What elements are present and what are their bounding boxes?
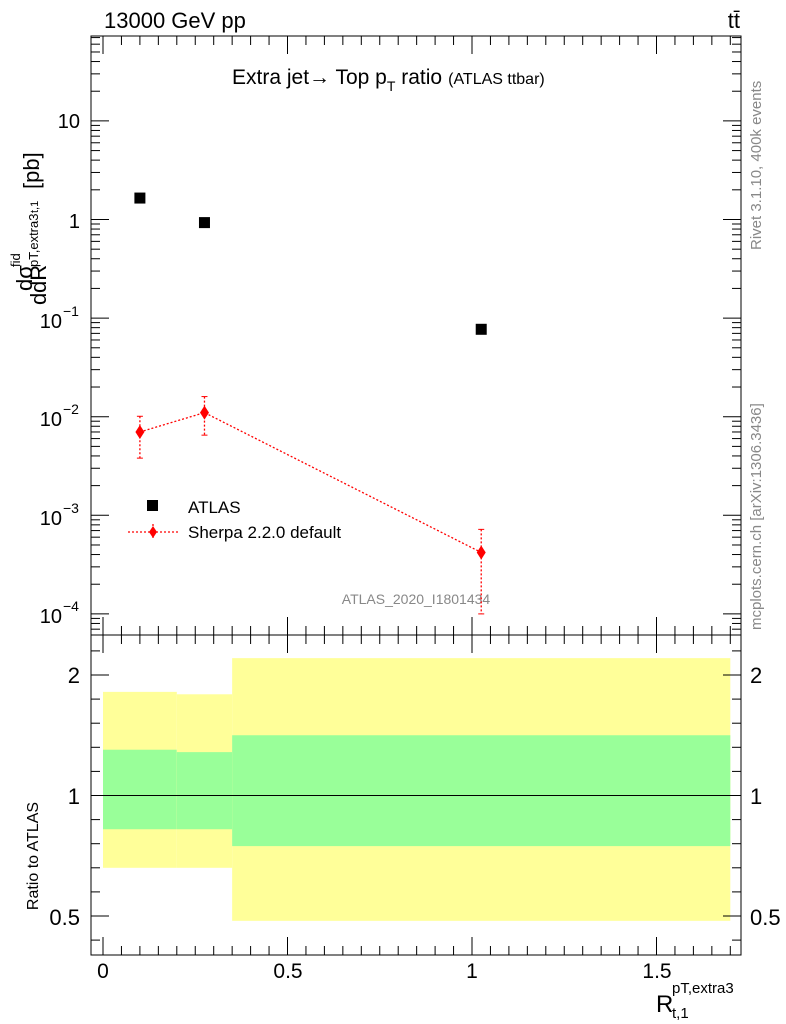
plot-title: Extra jet→ Top pT ratio (ATLAS ttbar) <box>232 66 545 94</box>
legend: ATLAS Sherpa 2.2.0 default <box>128 498 341 542</box>
x-tick-label-1: 1 <box>466 960 478 983</box>
ratio-y-tick-labels: 2 1 0.5 2 1 0.5 <box>49 663 780 930</box>
ratio-band-inner-0 <box>103 749 177 830</box>
y-tick-label-1e-1: 10 <box>40 311 62 333</box>
ratio-band-inner-1 <box>176 752 233 830</box>
top-y-axis-ticks <box>91 37 741 630</box>
sherpa-point <box>476 545 486 560</box>
ratio-tick-label-0.5: 0.5 <box>49 905 80 930</box>
y-tick-label-1e-2: 10 <box>40 409 62 431</box>
main-panel-frame <box>90 35 742 636</box>
x-axis-label: R pT,extra3 t,1 <box>656 980 734 1022</box>
top-y-tick-labels: 10 1 10 −1 10 −2 10 −3 10 −4 <box>40 111 80 628</box>
svg-text:d: d <box>26 293 51 305</box>
legend-sherpa-label: Sherpa 2.2.0 default <box>188 523 341 542</box>
ratio-tick-label-1: 1 <box>68 784 80 809</box>
y-tick-exp-1e-1: −1 <box>63 303 79 319</box>
y-tick-label-1e-4: 10 <box>40 606 62 628</box>
x-tick-label-1.5: 1.5 <box>642 960 671 983</box>
analysis-watermark: ATLAS_2020_I1801434 <box>342 591 491 607</box>
legend-atlas-label: ATLAS <box>188 498 241 517</box>
x-tick-labels: 0 0.5 1 1.5 <box>97 960 671 983</box>
y-tick-exp-1e-2: −2 <box>63 401 79 417</box>
y-axis-label-top: d dR dσ fid pT,extra3 t,1 [pb] <box>8 152 51 305</box>
svg-text:R: R <box>656 991 673 1018</box>
process-label: tt̄ <box>728 8 740 33</box>
svg-text:t,1: t,1 <box>29 201 41 213</box>
svg-text:dσ: dσ <box>12 265 37 291</box>
y-tick-label-10: 10 <box>58 111 80 133</box>
ratio-tick-label-0.5-right: 0.5 <box>750 905 781 930</box>
ratio-bands <box>103 658 731 921</box>
ratio-y-axis-ticks <box>91 650 741 941</box>
sherpa-point <box>199 405 209 420</box>
sherpa-point <box>135 424 145 439</box>
svg-text:dR: dR <box>26 265 51 293</box>
x-tick-label-0.5: 0.5 <box>273 960 302 983</box>
legend-sherpa-marker <box>149 526 157 538</box>
atlas-point <box>134 192 146 204</box>
y-axis-label-ratio: Ratio to ATLAS <box>25 802 42 910</box>
y-tick-label-1: 1 <box>69 211 80 233</box>
rivet-label: Rivet 3.1.10, 400k events <box>748 81 765 250</box>
y-tick-label-1e-3: 10 <box>40 508 62 530</box>
svg-text:pT,extra3: pT,extra3 <box>672 980 734 997</box>
atlas-series <box>134 192 487 335</box>
legend-atlas-marker <box>147 500 158 511</box>
sherpa-series <box>135 396 486 615</box>
ratio-tick-label-2: 2 <box>68 663 80 688</box>
x-tick-label-0: 0 <box>97 960 109 983</box>
y-tick-exp-1e-4: −4 <box>63 598 79 614</box>
svg-text:fid: fid <box>8 253 23 267</box>
ratio-tick-label-1-right: 1 <box>750 784 762 809</box>
ratio-tick-label-2-right: 2 <box>750 663 762 688</box>
energy-label: 13000 GeV pp <box>104 8 246 33</box>
x-axis-ticks <box>102 36 731 955</box>
y-tick-exp-1e-3: −3 <box>63 500 79 516</box>
svg-text:t,1: t,1 <box>672 1005 689 1022</box>
atlas-point <box>198 217 210 229</box>
mcplots-label: mcplots.cern.ch [arXiv:1306.3436] <box>748 403 765 630</box>
svg-text:pT,extra3: pT,extra3 <box>26 214 41 267</box>
ratio-band-inner-2 <box>232 735 731 847</box>
svg-text:[pb]: [pb] <box>19 152 44 189</box>
atlas-point <box>475 323 487 335</box>
